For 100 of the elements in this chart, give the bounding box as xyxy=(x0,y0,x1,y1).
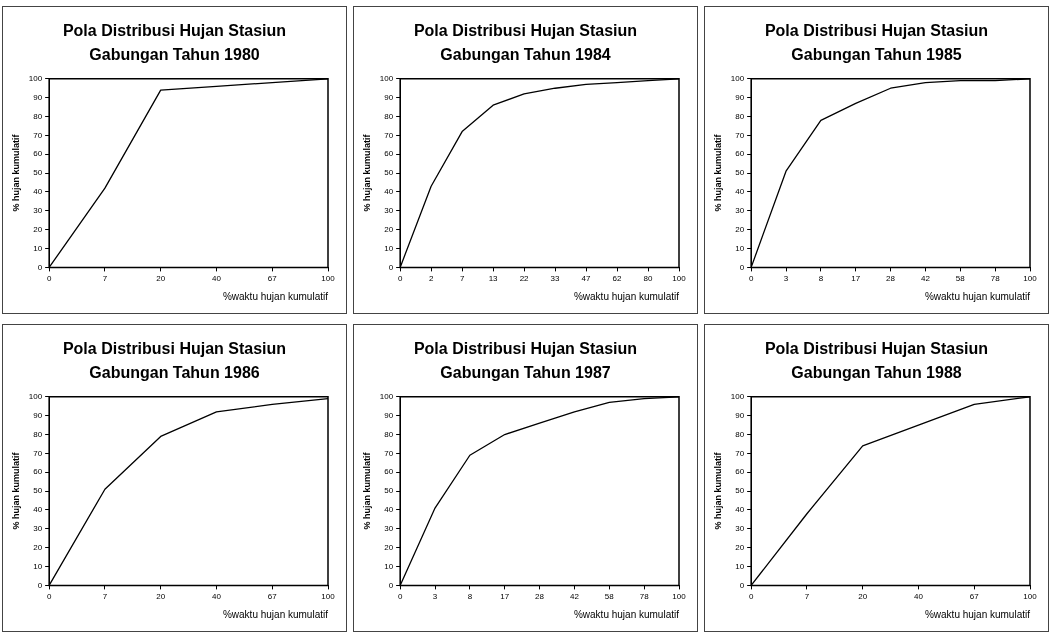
x-tick-label: 0 xyxy=(397,274,403,284)
y-tick-label: 30 xyxy=(33,206,43,216)
y-tick-label: 90 xyxy=(33,410,43,420)
y-axis-title: % hujan kumulatif xyxy=(361,133,372,212)
y-tick-label: 50 xyxy=(33,168,43,178)
x-tick-label: 28 xyxy=(886,274,896,284)
y-tick-label: 60 xyxy=(33,467,43,477)
y-tick-label: 90 xyxy=(735,410,745,420)
y-tick-label: 20 xyxy=(33,542,43,552)
y-tick-label: 60 xyxy=(735,149,745,159)
x-axis-title: %waktu hujan kumulatif xyxy=(573,290,680,302)
y-tick-label: 70 xyxy=(33,448,43,458)
y-tick-label: 30 xyxy=(384,524,394,534)
y-tick-label: 0 xyxy=(739,580,745,590)
y-tick-label: 80 xyxy=(384,429,394,439)
x-axis-title: %waktu hujan kumulatif xyxy=(924,608,1031,620)
x-tick-label: 0 xyxy=(46,592,52,602)
y-tick-label: 30 xyxy=(384,206,394,216)
x-tick-label: 0 xyxy=(397,592,403,602)
y-tick-label: 10 xyxy=(384,243,394,253)
y-tick-label: 10 xyxy=(384,561,394,571)
x-tick-label: 80 xyxy=(643,274,654,284)
x-axis-title: %waktu hujan kumulatif xyxy=(573,608,680,620)
x-tick-label: 7 xyxy=(102,592,108,602)
y-axis-title: % hujan kumulatif xyxy=(10,133,21,212)
x-tick-label: 100 xyxy=(1023,274,1038,284)
x-tick-label: 78 xyxy=(639,592,650,602)
x-tick-label: 40 xyxy=(212,274,222,284)
y-tick-label: 0 xyxy=(37,580,43,590)
chart-title: Pola Distribusi Hujan Stasiun Gabungan Tahun 1984 xyxy=(412,21,639,65)
y-tick-label: 70 xyxy=(735,448,745,458)
y-tick-label: 100 xyxy=(730,392,745,401)
x-tick-label: 0 xyxy=(748,592,754,602)
x-tick-label: 2 xyxy=(428,274,434,284)
x-tick-label: 47 xyxy=(581,274,592,284)
chart-title: Pola Distribusi Hujan Stasiun Gabungan Tahun 1988 xyxy=(763,339,990,383)
x-tick-label: 8 xyxy=(818,274,824,284)
chart-title: Pola Distribusi Hujan Stasiun Gabungan Tahun 1986 xyxy=(61,339,288,383)
x-tick-label: 20 xyxy=(858,592,868,602)
y-tick-label: 60 xyxy=(33,149,43,159)
y-tick-label: 80 xyxy=(384,111,394,121)
y-tick-label: 40 xyxy=(735,505,745,515)
y-tick-label: 90 xyxy=(384,92,394,102)
y-tick-label: 30 xyxy=(735,206,745,216)
y-tick-label: 20 xyxy=(384,542,394,552)
x-tick-label: 22 xyxy=(519,274,530,284)
y-tick-label: 0 xyxy=(37,262,43,272)
x-tick-label: 67 xyxy=(969,592,980,602)
y-tick-label: 50 xyxy=(384,168,394,178)
y-tick-label: 70 xyxy=(33,130,43,140)
y-tick-label: 10 xyxy=(33,243,43,253)
y-axis-title: % hujan kumulatif xyxy=(10,451,21,530)
y-tick-label: 100 xyxy=(730,74,745,83)
y-tick-label: 100 xyxy=(28,392,43,401)
x-tick-label: 40 xyxy=(914,592,924,602)
y-tick-label: 60 xyxy=(384,467,394,477)
y-tick-label: 50 xyxy=(735,486,745,496)
y-tick-label: 90 xyxy=(384,410,394,420)
x-tick-label: 17 xyxy=(851,274,861,284)
y-tick-label: 80 xyxy=(735,111,745,121)
x-tick-label: 100 xyxy=(321,274,336,284)
y-tick-label: 60 xyxy=(384,149,394,159)
y-tick-label: 100 xyxy=(379,392,394,401)
x-tick-label: 0 xyxy=(748,274,754,284)
chart-title: Pola Distribusi Hujan Stasiun Gabungan Tahun 1985 xyxy=(763,21,990,65)
x-axis-title: %waktu hujan kumulatif xyxy=(222,290,329,302)
y-axis-title: % hujan kumulatif xyxy=(361,451,372,530)
y-tick-label: 10 xyxy=(33,561,43,571)
x-tick-label: 33 xyxy=(550,274,561,284)
x-tick-label: 78 xyxy=(990,274,1001,284)
y-tick-label: 70 xyxy=(735,130,745,140)
chart-title: Pola Distribusi Hujan Stasiun Gabungan Tahun 1980 xyxy=(61,21,288,65)
y-tick-label: 0 xyxy=(388,262,394,272)
y-tick-label: 10 xyxy=(735,561,745,571)
y-tick-label: 40 xyxy=(735,187,745,197)
y-tick-label: 40 xyxy=(384,505,394,515)
y-tick-label: 90 xyxy=(33,92,43,102)
y-tick-label: 0 xyxy=(388,580,394,590)
x-tick-label: 20 xyxy=(156,274,166,284)
y-tick-label: 20 xyxy=(33,224,43,234)
x-tick-label: 8 xyxy=(467,592,473,602)
y-tick-label: 100 xyxy=(28,74,43,83)
x-tick-label: 7 xyxy=(102,274,108,284)
y-tick-label: 40 xyxy=(33,187,43,197)
y-tick-label: 20 xyxy=(735,542,745,552)
x-tick-label: 0 xyxy=(46,274,52,284)
y-tick-label: 90 xyxy=(735,92,745,102)
y-axis-title: % hujan kumulatif xyxy=(712,133,723,212)
y-tick-label: 20 xyxy=(384,224,394,234)
x-tick-label: 62 xyxy=(612,274,623,284)
x-tick-label: 100 xyxy=(672,592,687,602)
y-tick-label: 40 xyxy=(33,505,43,515)
y-tick-label: 50 xyxy=(33,486,43,496)
x-tick-label: 42 xyxy=(920,274,931,284)
y-tick-label: 10 xyxy=(735,243,745,253)
x-tick-label: 67 xyxy=(267,592,278,602)
y-tick-label: 70 xyxy=(384,448,394,458)
x-tick-label: 7 xyxy=(804,592,810,602)
x-tick-label: 67 xyxy=(267,274,278,284)
y-tick-label: 80 xyxy=(33,111,43,121)
